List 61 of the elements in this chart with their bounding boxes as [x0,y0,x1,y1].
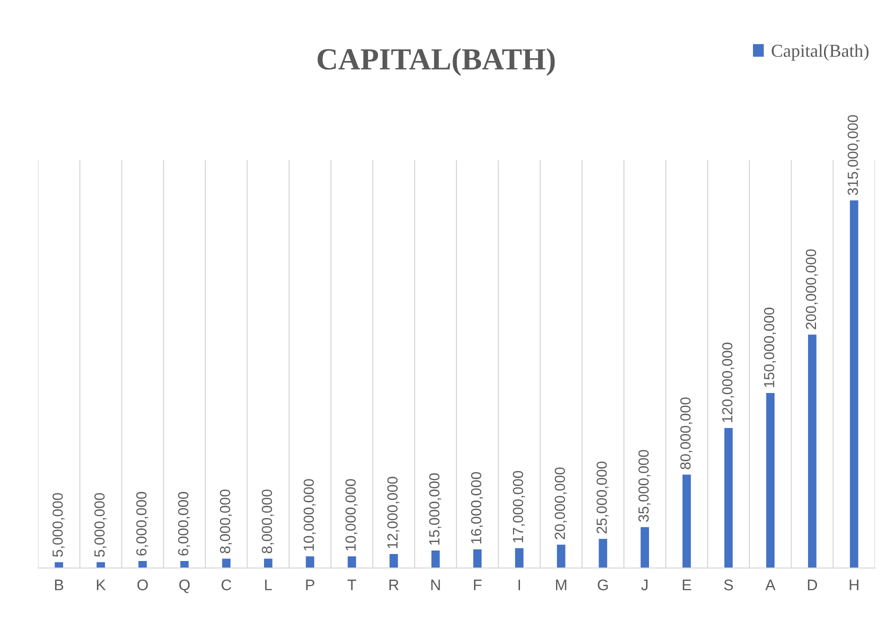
x-tick-label: R [389,580,399,590]
x-tick-label: A [765,580,776,590]
x-tick-label: H [850,580,858,590]
bar [850,200,858,568]
data-label: 25,000,000 [596,462,609,534]
data-label: 35,000,000 [638,450,650,522]
data-label: 16,000,000 [471,472,484,544]
x-tick-label: D [808,580,818,590]
x-tick-label: K [96,580,106,590]
data-label: 150,000,000 [764,308,776,388]
bar [431,550,440,568]
x-tick-label: B [55,580,64,590]
data-label: 12,000,000 [387,476,400,548]
bar [473,549,482,568]
bar [515,548,524,568]
x-tick-label: C [222,580,232,590]
bar [390,554,398,568]
data-label: 10,000,000 [304,479,316,550]
data-label: 20,000,000 [554,467,567,540]
x-tick-label: S [724,580,733,590]
data-label: 8,000,000 [262,490,274,554]
data-label: 5,000,000 [94,493,106,557]
x-tick-label: O [137,580,148,590]
data-label: 315,000,000 [848,115,860,196]
x-tick-label: L [265,580,272,590]
chart-title: CAPITAL(BATH) [318,48,555,76]
x-tick-label: J [641,580,648,590]
legend-label: Capital(Bath) [772,44,869,61]
bar [264,558,272,568]
x-tick-label: Q [179,580,190,594]
data-label: 120,000,000 [722,342,734,422]
data-label: 80,000,000 [680,397,692,470]
data-label: 15,000,000 [429,473,442,545]
data-label: 6,000,000 [136,492,148,556]
x-tick-label: E [682,580,692,590]
data-label: 5,000,000 [52,493,65,557]
bar [640,527,650,568]
x-tick-label: P [306,580,314,590]
bar [766,392,775,568]
bar [808,334,816,568]
data-label: 6,000,000 [178,492,190,556]
x-tick-label: F [474,580,482,590]
bar [96,562,105,568]
bar [138,561,147,568]
bar [222,558,231,568]
x-tick-label: I [518,580,520,590]
bar [348,556,356,568]
data-label: 8,000,000 [220,490,232,554]
bar [724,428,733,568]
bar [306,556,314,568]
data-label: 10,000,000 [345,479,358,550]
bar [682,474,691,568]
data-label: 200,000,000 [806,249,818,330]
x-tick-label: M [556,580,566,590]
x-tick-label: T [348,580,356,590]
bar [556,544,566,568]
x-tick-label: N [431,580,440,590]
bar [54,562,64,568]
data-label: 17,000,000 [512,470,525,542]
bar [598,538,608,568]
x-tick-label: G [598,580,608,590]
